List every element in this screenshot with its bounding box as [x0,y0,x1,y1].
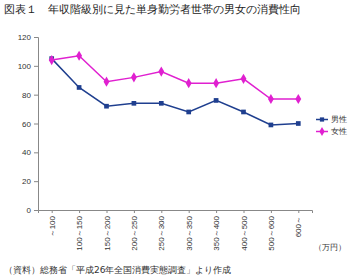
legend: 男性女性 [316,115,347,136]
y-tick-label: 60 [22,120,31,129]
x-tick: 600～ [294,210,303,237]
x-tick-label: 200～250 [130,215,139,250]
source: （資料）総務省「平成26年全国消費実態調査」より作成 [4,265,231,275]
x-tick: 200～250 [130,210,139,251]
y-tick: 20 [22,177,38,186]
y-tick: 40 [22,148,38,157]
x-tick: 400～500 [240,210,249,251]
x-tick: 300～350 [185,210,194,251]
series-marker [131,72,137,82]
series-line [52,56,299,99]
series-marker [159,101,164,106]
x-tick-mark [271,210,272,213]
legend-marker [319,127,324,136]
title: 図表１ 年収階級別に見た単身勤労者世帯の男女の消費性向 [4,3,301,15]
chart: 図表１ 年収階級別に見た単身勤労者世帯の男女の消費性向 0 20 40 60 80 100 1… [0,0,359,279]
series-marker [295,94,301,104]
x-tick-mark [244,210,245,213]
series-marker [214,98,219,103]
series-marker [158,67,164,77]
x-axis: ～100 100～150 150～200 200～250 250～300 300～350 3… [39,210,313,251]
x-tick: 350～400 [212,210,221,251]
legend-label: 女性 [331,127,347,136]
series-marker [268,94,274,104]
x-tick-mark [216,210,217,213]
x-tick-mark [298,210,299,213]
x-tick-mark [134,210,135,213]
y-tick: 120 [18,33,38,42]
y-tick-label: 80 [22,91,31,100]
y-tick: 80 [22,91,38,100]
y-tick-label: 120 [18,33,32,42]
y-tick-label: 40 [22,148,31,157]
y-tick-mark [34,181,38,182]
x-tick-label: 250～300 [157,215,166,250]
y-tick-mark [34,210,38,211]
series-marker [186,110,191,115]
series-marker [77,85,82,90]
legend-marker [320,117,324,121]
y-tick: 100 [18,62,38,71]
series-marker [49,55,55,65]
x-tick-label: 100～150 [75,215,84,250]
series-marker [241,110,246,115]
y-tick-mark [34,66,38,67]
series-marker [132,101,137,106]
y-tick: 0 [27,206,38,215]
y-axis: 0 20 40 60 80 100 120 [18,33,39,215]
y-tick-label: 20 [22,177,31,186]
x-tick: ～100 [48,210,57,237]
x-axis-unit: （万円） [314,243,346,252]
x-tick-label: ～100 [48,215,57,237]
y-axis-line [34,38,39,211]
x-tick-mark [79,210,80,213]
plot-area [49,51,301,128]
x-tick: 150～200 [103,210,112,251]
x-tick-label: 300～350 [185,215,194,250]
x-tick-label: 500～600 [267,215,276,250]
series-marker [269,123,274,128]
x-tick-mark [161,210,162,213]
x-tick-label: 350～400 [212,215,221,250]
y-tick: 60 [22,120,38,129]
x-tick: 500～600 [267,210,276,251]
x-tick-mark [52,210,53,213]
series-marker [76,51,82,61]
y-tick-label: 0 [27,206,32,215]
x-tick-mark [189,210,190,213]
series-marker [104,104,109,109]
x-axis-line [39,211,313,214]
x-tick: 100～150 [75,210,84,251]
y-tick-mark [34,124,38,125]
legend-label: 男性 [331,115,347,124]
series-marker [296,121,301,126]
x-tick-label: 600～ [294,216,303,237]
series-marker [241,74,247,84]
series-marker [213,78,219,88]
series-marker [186,78,192,88]
x-tick: 250～300 [157,210,166,251]
y-tick-label: 100 [18,62,32,71]
series-marker [104,77,110,87]
y-tick-mark [34,37,38,38]
y-tick-mark [34,152,38,153]
x-tick-label: 400～500 [240,215,249,250]
x-tick-label: 150～200 [103,215,112,250]
x-tick-mark [107,210,108,213]
y-tick-mark [34,95,38,96]
